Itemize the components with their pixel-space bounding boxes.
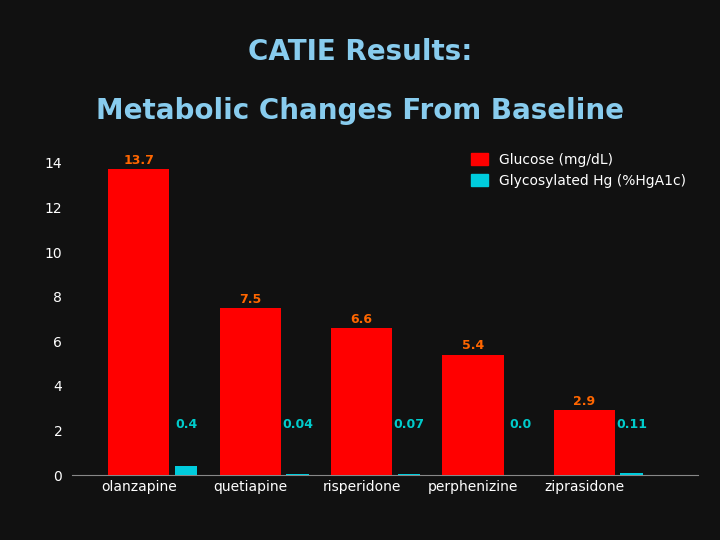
Text: Metabolic Changes From Baseline: Metabolic Changes From Baseline [96, 97, 624, 125]
Text: 0.0: 0.0 [509, 417, 531, 430]
Bar [287, 474, 309, 475]
Text: 0.04: 0.04 [282, 417, 313, 430]
Bar [397, 474, 420, 475]
Text: 6.6: 6.6 [351, 313, 372, 326]
Bar [442, 355, 503, 475]
Text: 0.07: 0.07 [393, 417, 424, 430]
Bar [331, 328, 392, 475]
Text: 0.11: 0.11 [616, 417, 647, 430]
Bar [108, 170, 169, 475]
Text: 0.4: 0.4 [175, 417, 197, 430]
Text: 7.5: 7.5 [239, 293, 261, 306]
Bar [220, 308, 281, 475]
Text: 2.9: 2.9 [573, 395, 595, 408]
Text: CATIE Results:: CATIE Results: [248, 38, 472, 66]
Text: 13.7: 13.7 [123, 154, 154, 167]
Text: 5.4: 5.4 [462, 340, 484, 353]
Bar [554, 410, 615, 475]
Bar [621, 472, 643, 475]
Bar [175, 466, 197, 475]
Legend: Glucose (mg/dL), Glycosylated Hg (%HgA1c): Glucose (mg/dL), Glycosylated Hg (%HgA1c… [466, 147, 691, 193]
